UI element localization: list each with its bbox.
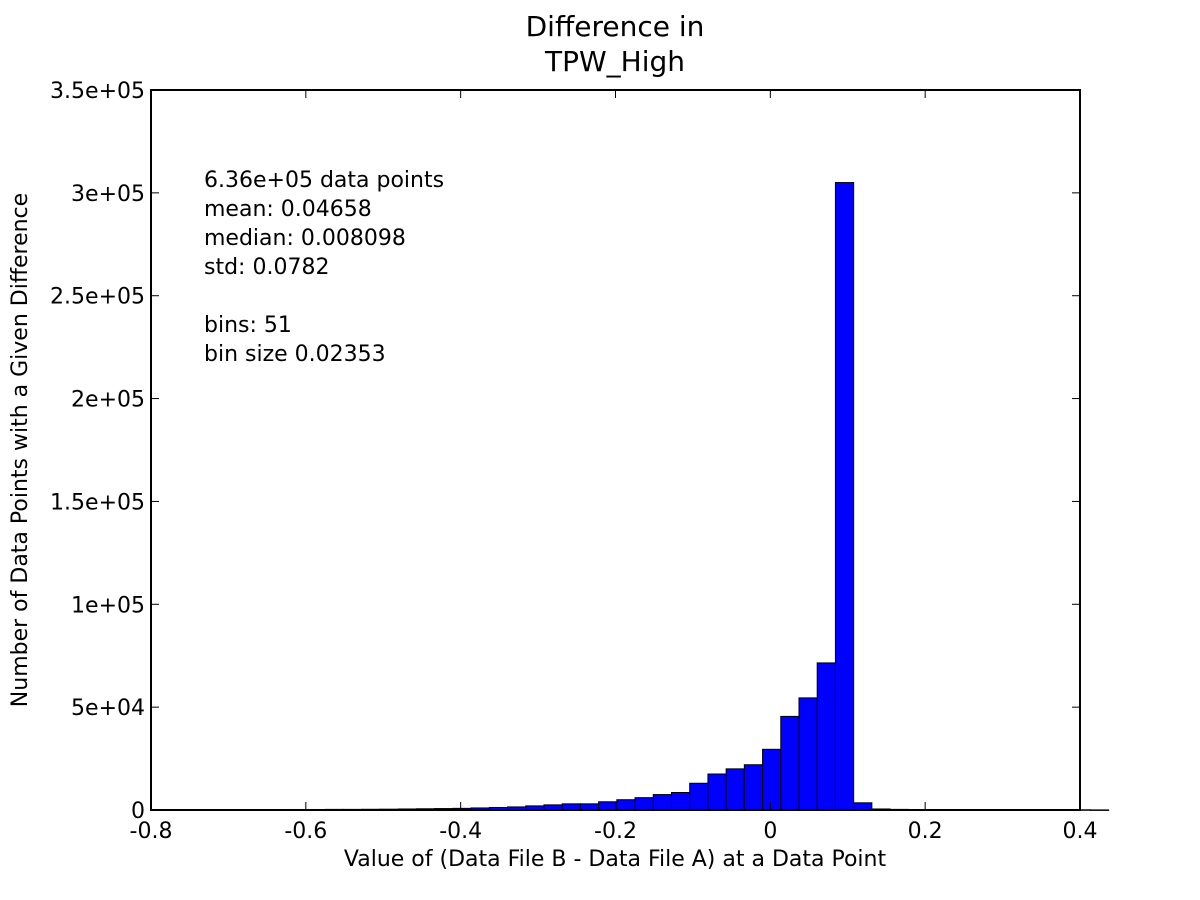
y-tick-label: 2e+05	[71, 388, 145, 413]
x-tick-label: -0.4	[439, 819, 482, 844]
histogram-bar	[816, 662, 836, 811]
histogram-bar	[725, 768, 745, 811]
ticks-group: -0.8 -0.6 -0.4 -0.2 0 0.2 0.4 0 5e+04 1e+05 1.5e+0…	[50, 79, 1097, 844]
x-tick-label: -0.8	[130, 819, 173, 844]
histogram-bar	[780, 715, 800, 811]
histogram-bar	[834, 182, 855, 811]
y-tick-label: 0	[131, 799, 145, 824]
histogram-bar	[689, 782, 709, 811]
histogram-bar	[598, 801, 618, 811]
y-axis-label: Number of Data Points with a Given Diffe…	[8, 193, 33, 707]
y-tick-label: 3.5e+05	[50, 79, 145, 104]
y-tick-label: 2.5e+05	[50, 285, 145, 310]
x-tick-label: 0.4	[1063, 819, 1098, 844]
histogram-bar	[634, 797, 654, 811]
y-tick-label: 1.5e+05	[50, 490, 145, 515]
y-tick-label: 5e+04	[71, 696, 145, 721]
annotation-line: bins: 51	[204, 313, 292, 338]
x-tick-label: -0.6	[284, 819, 327, 844]
x-tick-label: 0.2	[908, 819, 943, 844]
histogram-bar	[707, 773, 727, 811]
annotation-line: mean: 0.04658	[204, 197, 372, 222]
histogram-bar	[743, 764, 764, 811]
x-tick-label: -0.2	[594, 819, 637, 844]
histogram-bar	[670, 792, 691, 811]
chart-title-line-2: TPW_High	[544, 45, 685, 78]
y-tick-label: 1e+05	[71, 593, 145, 618]
annotation-line: bin size 0.02353	[204, 342, 386, 367]
annotation-line: 6.36e+05 data points	[204, 168, 444, 193]
plot-frame	[150, 89, 1081, 811]
x-axis-label: Value of (Data File B - Data File A) at …	[344, 847, 887, 872]
annotation-line: std: 0.0782	[204, 255, 329, 280]
x-tick-label: 0	[763, 819, 777, 844]
histogram-bar	[853, 802, 873, 811]
stats-annotation: 6.36e+05 data points mean: 0.04658 median:…	[204, 168, 444, 367]
histogram-bar	[652, 794, 672, 811]
histogram-bar	[762, 748, 782, 811]
histogram-bar	[616, 799, 636, 811]
chart-title-line-1: Difference in	[526, 10, 705, 43]
histogram-bar	[1089, 809, 1110, 811]
y-tick-label: 3e+05	[71, 182, 145, 207]
histogram-bar	[798, 697, 818, 811]
annotation-line: median: 0.008098	[204, 226, 406, 251]
